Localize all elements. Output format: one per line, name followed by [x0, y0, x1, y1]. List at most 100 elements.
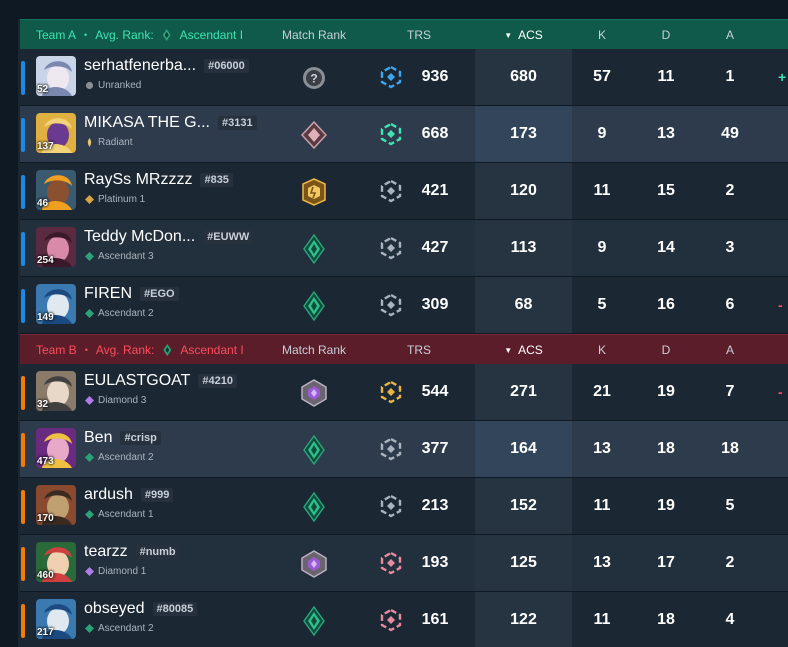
current-rank-label: Ascendant 3 — [98, 251, 154, 262]
trs-tier-icon — [379, 608, 403, 632]
acs-value: 173 — [475, 106, 572, 162]
team-b-rows: 32 EULASTGOAT #4210 Diamond 3 544 271 21 19 7 - 47… — [20, 364, 788, 647]
player-name[interactable]: Teddy McDon... — [84, 228, 196, 245]
player-row[interactable]: 137 MIKASA THE G... #3131 Radiant 668 173 9 13 4… — [20, 106, 788, 163]
deaths-value: 16 — [657, 296, 675, 313]
ascendant-match-rank-icon[interactable] — [299, 233, 329, 265]
player-name[interactable]: serhatfenerba... — [84, 57, 197, 74]
current-rank-label: Ascendant 2 — [98, 623, 154, 634]
player-identity: serhatfenerba... #06000 — [84, 57, 249, 75]
current-rank: Diamond 1 — [85, 566, 146, 577]
acs-value: 680 — [475, 49, 572, 105]
diamond-match-rank-icon[interactable] — [299, 549, 329, 579]
team-b-summary: Team B • Avg. Rank: Ascendant I — [36, 335, 244, 365]
deaths-value: 19 — [657, 383, 675, 400]
assists-value: 7 — [725, 383, 735, 400]
player-name[interactable]: RaySs MRzzzz — [84, 171, 193, 188]
edge-indicator — [778, 421, 788, 477]
radiant-match-rank-icon[interactable] — [299, 120, 329, 150]
player-name[interactable]: EULASTGOAT — [84, 372, 191, 389]
column-k[interactable]: K — [597, 343, 606, 357]
ascendant-match-rank-icon[interactable] — [299, 605, 329, 637]
player-row[interactable]: 217 obseyed #80085 Ascendant 2 161 122 11 18 4 — [20, 592, 788, 647]
column-trs[interactable]: TRS — [407, 343, 431, 357]
player-name[interactable]: ardush — [84, 486, 133, 503]
ascendant-match-rank-icon[interactable] — [299, 491, 329, 523]
column-d[interactable]: D — [661, 28, 671, 42]
agent-avatar[interactable] — [36, 599, 76, 639]
account-level: 52 — [37, 84, 49, 95]
player-row[interactable]: 52 serhatfenerba... #06000 Unranked? 936 680 5… — [20, 49, 788, 106]
player-row[interactable]: 149 FIREN #EGO Ascendant 2 309 68 5 16 6 - — [20, 277, 788, 334]
player-tag: #06000 — [204, 59, 249, 73]
team-color-bar — [21, 289, 25, 323]
ascendant-match-rank-icon[interactable] — [299, 434, 329, 466]
column-match-rank[interactable]: Match Rank — [281, 28, 347, 42]
edge-indicator: + — [778, 69, 787, 85]
column-d[interactable]: D — [661, 343, 671, 357]
agent-avatar[interactable] — [36, 113, 76, 153]
player-name[interactable]: MIKASA THE G... — [84, 114, 210, 131]
player-name[interactable]: Ben — [84, 429, 113, 446]
player-identity: tearzz #numb — [84, 543, 180, 561]
avg-rank-value: Ascendant I — [180, 343, 244, 357]
trs-value: 377 — [421, 440, 449, 457]
trs-tier-icon — [379, 122, 403, 146]
current-rank: Ascendant 3 — [85, 251, 154, 262]
column-acs[interactable]: ▼ ACS — [475, 20, 572, 50]
player-row[interactable]: 32 EULASTGOAT #4210 Diamond 3 544 271 21 19 7 - — [20, 364, 788, 421]
column-match-rank[interactable]: Match Rank — [281, 343, 347, 357]
player-row[interactable]: 170 ardush #999 Ascendant 1 213 152 11 19 5 — [20, 478, 788, 535]
team-color-bar — [21, 604, 25, 638]
diamond-match-rank-icon[interactable] — [299, 378, 329, 408]
player-row[interactable]: 473 Ben #crisp Ascendant 2 377 164 13 18 18 — [20, 421, 788, 478]
team-color-bar — [21, 175, 25, 209]
deaths-value: 11 — [657, 68, 675, 85]
agent-avatar[interactable] — [36, 284, 76, 324]
column-acs[interactable]: ▼ ACS — [475, 335, 572, 365]
account-level: 137 — [37, 141, 54, 152]
column-acs-label: ACS — [518, 28, 543, 42]
deaths-value: 18 — [657, 611, 675, 628]
player-row[interactable]: 46 RaySs MRzzzz #835 Platinum 1 421 120 11 15 2 — [20, 163, 788, 220]
player-identity: RaySs MRzzzz #835 — [84, 171, 233, 189]
account-level: 46 — [37, 198, 49, 209]
agent-avatar[interactable] — [36, 56, 76, 96]
agent-avatar[interactable] — [36, 170, 76, 210]
acs-value: 113 — [475, 220, 572, 276]
ascendant-match-rank-icon[interactable] — [299, 290, 329, 322]
player-row[interactable]: 254 Teddy McDon... #EUWW Ascendant 3 427 113 9… — [20, 220, 788, 277]
current-rank: Diamond 3 — [85, 395, 146, 406]
agent-avatar[interactable] — [36, 542, 76, 582]
deaths-value: 18 — [657, 440, 675, 457]
player-tag: #3131 — [217, 116, 257, 130]
column-a[interactable]: A — [725, 28, 734, 42]
player-row[interactable]: 460 tearzz #numb Diamond 1 193 125 13 17 2 — [20, 535, 788, 592]
left-divider — [18, 19, 20, 647]
column-trs[interactable]: TRS — [407, 28, 431, 42]
player-name[interactable]: tearzz — [84, 543, 128, 560]
team-a-summary: Team A • Avg. Rank: Ascendant I — [36, 20, 243, 50]
player-name[interactable]: FIREN — [84, 285, 132, 302]
kills-value: 13 — [593, 554, 611, 571]
column-a[interactable]: A — [725, 343, 734, 357]
agent-avatar[interactable] — [36, 371, 76, 411]
platinum-match-rank-icon[interactable] — [299, 177, 329, 207]
sort-desc-icon: ▼ — [504, 30, 513, 40]
team-color-bar — [21, 547, 25, 581]
player-tag: #80085 — [152, 602, 198, 616]
agent-avatar[interactable] — [36, 485, 76, 525]
player-identity: Ben #crisp — [84, 429, 161, 447]
trs-value: 193 — [421, 554, 449, 571]
team-color-bar — [21, 376, 25, 410]
trs-value: 427 — [421, 239, 449, 256]
team-color-bar — [21, 118, 25, 152]
column-k[interactable]: K — [597, 28, 606, 42]
current-rank-label: Ascendant 1 — [98, 509, 154, 520]
agent-avatar[interactable] — [36, 428, 76, 468]
unranked-match-rank-icon[interactable]: ? — [299, 63, 329, 93]
agent-avatar[interactable] — [36, 227, 76, 267]
top-bar — [0, 0, 788, 19]
player-name[interactable]: obseyed — [84, 600, 145, 617]
svg-text:?: ? — [310, 72, 317, 86]
